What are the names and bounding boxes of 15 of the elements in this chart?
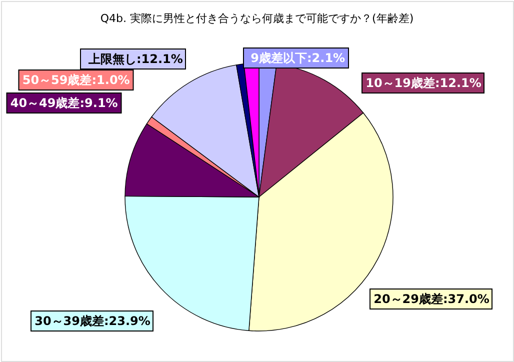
slice-label: 50～59歳差 [22,73,92,87]
slice-label: 20～29歳差 [374,292,443,306]
data-label: :2.1% [307,51,346,65]
data-label: :37.0% [443,292,490,306]
slice-label: 30～39歳差 [34,314,104,328]
data-label: :1.0% [92,73,130,87]
chart-title: Q4b. 実際に男性と付き合うなら何歳まで可能ですか？(年齢差) [100,12,414,25]
slice-label: 10～19歳差 [366,76,435,90]
slice-label: 上限無し [88,52,136,66]
data-label: :12.1% [435,76,482,90]
data-label: :12.1% [136,52,183,66]
slice-label: 40～49歳差 [10,96,80,110]
data-label: :23.9% [104,314,150,328]
slice-label: 9歳差以下 [250,51,307,65]
data-label: :9.1% [80,96,118,110]
